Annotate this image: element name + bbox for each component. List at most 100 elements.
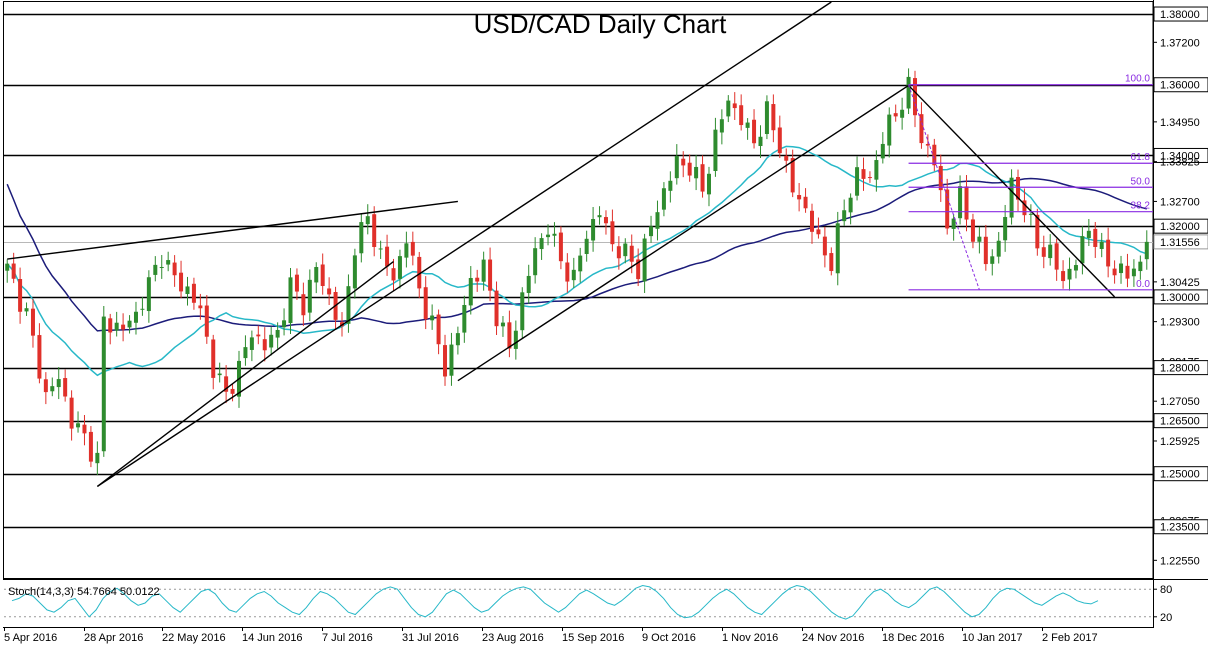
candle-body [76, 423, 81, 428]
candle-body [752, 119, 757, 144]
candle-body [488, 259, 493, 291]
candle-body [887, 114, 892, 146]
candle-body [404, 243, 409, 258]
candle-body [256, 334, 261, 337]
date-label: 15 Sep 2016 [562, 632, 624, 644]
fib-diagonal [908, 84, 980, 290]
candle-body [1125, 265, 1130, 279]
candle-body [797, 195, 802, 200]
candle-body [314, 267, 319, 283]
price-tick-label: 1.30000 [1160, 292, 1200, 304]
candle-body [417, 256, 422, 289]
candle-body [217, 373, 222, 376]
level-price-tag [1153, 289, 1208, 305]
candle-body [861, 169, 866, 179]
price-tick-label: 1.23500 [1160, 522, 1200, 534]
date-label: 23 Aug 2016 [482, 632, 544, 644]
candle-body [455, 333, 460, 346]
candle-body [114, 322, 119, 331]
candle-body [1016, 177, 1021, 200]
candle-body [629, 245, 634, 262]
candle-body [307, 279, 312, 313]
candle-body [101, 316, 106, 452]
candle-body [610, 221, 615, 245]
fib-level-label: 50.0 [1131, 176, 1151, 187]
date-label: 10 Jan 2017 [962, 632, 1023, 644]
price-tick-label: 1.28000 [1160, 363, 1200, 375]
candle-body [964, 186, 969, 220]
candle-body [552, 233, 557, 236]
candle-body [211, 339, 216, 378]
stochastic-panel: Stoch(14,3,3) 54.7664 50.0122 80 20 [4, 584, 1172, 624]
candle-body [809, 210, 814, 232]
candle-body [1138, 261, 1143, 272]
candle-body [790, 158, 795, 193]
fib-level-label: 38.2 [1131, 201, 1151, 212]
candle-body [224, 376, 229, 392]
candle-body [938, 165, 943, 191]
date-label: 2 Feb 2017 [1042, 632, 1098, 644]
candle-body [50, 386, 55, 392]
grid-layer [3, 0, 1208, 628]
candle-body [179, 272, 184, 292]
candle-body [726, 100, 731, 117]
candle-body [681, 158, 686, 166]
candle-body [249, 337, 254, 350]
candle-body [1119, 263, 1124, 274]
candle-body [816, 229, 821, 235]
candle-body [913, 78, 918, 116]
candle-body [18, 279, 23, 312]
candle-body [732, 103, 737, 109]
candle-body [288, 277, 293, 324]
candle-body [661, 188, 666, 210]
trendline-layer [7, 1, 1116, 488]
candle-body [848, 197, 853, 213]
candle-body [719, 119, 724, 133]
candle-body [30, 308, 35, 336]
candle-body [95, 452, 100, 464]
price-tick-label: 1.29300 [1160, 317, 1200, 329]
candle-body [1048, 244, 1053, 259]
price-tick-label: 1.33825 [1160, 157, 1200, 169]
candle-body [880, 143, 885, 159]
level-price-tag [1153, 218, 1208, 234]
price-tick-label: 1.27050 [1160, 396, 1200, 408]
candle-body [829, 253, 834, 272]
candle-body [121, 324, 126, 330]
candle-body [990, 256, 995, 264]
candle-body [1035, 214, 1040, 249]
candle-body [481, 259, 486, 282]
fib-level-label: 61.8 [1131, 152, 1151, 163]
candle-body [764, 101, 769, 135]
price-tick-label: 1.34950 [1160, 117, 1200, 129]
candle-body [494, 290, 499, 327]
candle-body [1061, 271, 1066, 282]
candle-body [185, 286, 190, 294]
candle-body [655, 212, 660, 229]
trendline [96, 1, 832, 488]
candle-body [900, 109, 905, 118]
date-label: 22 May 2016 [162, 632, 226, 644]
stoch-axis-label: 20 [1160, 612, 1172, 624]
candle-body [925, 144, 930, 146]
candle-body [977, 236, 982, 242]
candle-body [642, 238, 647, 282]
candle-body [822, 236, 827, 256]
date-label: 28 Apr 2016 [84, 632, 143, 644]
candle-body [269, 334, 274, 348]
price-tick-label: 1.36000 [1160, 80, 1200, 92]
candle-body [37, 335, 42, 379]
candle-body [649, 226, 654, 237]
candle-body [243, 347, 248, 359]
candle-body [906, 76, 911, 109]
candle-body [739, 105, 744, 126]
price-tick-label: 1.38000 [1160, 9, 1200, 21]
candle-body [700, 164, 705, 192]
candle-body [546, 234, 551, 238]
candle-body [1144, 241, 1149, 260]
candle-body [616, 246, 621, 259]
trendline [7, 200, 458, 260]
candle-body [996, 240, 1001, 257]
candle-body [1086, 230, 1091, 238]
ma-slow-line [6, 177, 1147, 332]
